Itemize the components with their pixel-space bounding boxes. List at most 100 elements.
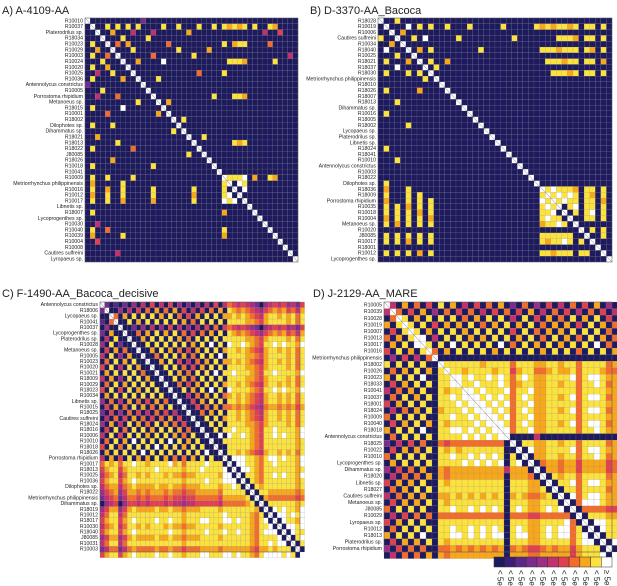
heatmap-cell	[472, 35, 479, 42]
heatmap-cell	[186, 244, 192, 251]
heatmap-cell	[160, 52, 167, 59]
heatmap-cell	[500, 186, 507, 193]
heatmap-cell	[450, 70, 457, 77]
heatmap-cell	[172, 364, 178, 371]
heatmap-cell	[272, 64, 278, 71]
heatmap-cell	[216, 70, 223, 77]
heatmap-cell	[140, 404, 146, 411]
heatmap-cell	[400, 180, 406, 187]
heatmap-cell	[237, 76, 243, 82]
heatmap-cell	[450, 52, 457, 59]
heatmap-cell	[199, 409, 205, 416]
heatmap-cell	[186, 157, 192, 164]
heatmap-cell	[444, 186, 451, 193]
heatmap-cell	[545, 134, 551, 141]
heatmap-cell	[168, 461, 173, 467]
heatmap-cell	[136, 307, 141, 314]
heatmap-cell	[84, 58, 91, 65]
heatmap-cell	[428, 99, 434, 106]
heatmap-cell	[272, 174, 278, 181]
heatmap-cell	[118, 455, 123, 462]
heatmap-cell	[506, 41, 512, 48]
heatmap-cell	[127, 409, 132, 416]
heatmap-cell	[100, 110, 106, 117]
heatmap-cell	[104, 313, 110, 320]
heatmap-cell	[113, 353, 119, 359]
heatmap-cell	[213, 318, 219, 325]
heatmap-cell	[506, 250, 512, 257]
heatmap-cell	[292, 105, 299, 112]
heatmap-cell	[140, 93, 146, 100]
heatmap-cell	[206, 41, 212, 48]
heatmap-cell	[511, 76, 518, 82]
heatmap-cell	[204, 443, 210, 450]
heatmap-cell	[150, 157, 157, 164]
heatmap-cell	[236, 347, 241, 354]
heatmap-cell	[181, 87, 187, 94]
heatmap-cell	[545, 203, 551, 210]
heatmap-cell	[145, 250, 152, 257]
heatmap-cell	[110, 139, 116, 146]
heatmap-cell	[127, 324, 132, 331]
heatmap-cell	[533, 151, 540, 158]
heatmap-cell	[211, 157, 217, 164]
heatmap-cell	[199, 358, 205, 365]
heatmap-cell	[545, 215, 551, 222]
heatmap-cell	[171, 192, 177, 199]
heatmap-cell	[416, 227, 423, 234]
heatmap-cell	[145, 500, 151, 507]
heatmap-cell	[190, 506, 196, 513]
heatmap-cell	[168, 426, 173, 433]
heatmap-cell	[506, 221, 512, 228]
heatmap-cell	[262, 157, 268, 164]
heatmap-cell	[245, 375, 251, 382]
heatmap-cell	[236, 455, 241, 462]
heatmap-cell	[287, 215, 294, 222]
row-label: Libnetis sp.	[57, 204, 83, 210]
heatmap-cell	[237, 99, 243, 106]
heatmap-cell	[181, 145, 187, 152]
heatmap-cell	[461, 192, 468, 199]
heatmap-cell	[237, 163, 243, 170]
heatmap-cell	[166, 76, 172, 82]
heatmap-cell	[282, 232, 288, 239]
heatmap-cell	[572, 134, 579, 141]
heatmap-cell	[145, 364, 151, 371]
heatmap-cell	[522, 46, 529, 53]
heatmap-cell	[130, 203, 136, 210]
heatmap-cell	[561, 168, 568, 175]
heatmap-cell	[154, 341, 160, 348]
heatmap-cell	[110, 29, 116, 36]
heatmap-cell	[254, 381, 260, 388]
heatmap-cell	[240, 426, 246, 433]
heatmap-cell	[131, 438, 137, 445]
heatmap-cell	[472, 215, 479, 222]
heatmap-cell	[517, 168, 523, 175]
heatmap-cell	[221, 29, 228, 36]
heatmap-cell	[242, 64, 248, 71]
heatmap-cell	[211, 17, 217, 24]
heatmap-cell	[135, 256, 141, 263]
heatmap-cell	[160, 186, 167, 193]
heatmap-cell	[247, 128, 253, 135]
heatmap-cell	[584, 35, 590, 42]
heatmap-cell	[489, 215, 496, 222]
row-label: R18001	[358, 245, 376, 251]
heatmap-cell	[99, 472, 105, 479]
heatmap-cell	[196, 41, 202, 48]
heatmap-cell	[262, 52, 268, 59]
heatmap-cell	[416, 238, 423, 245]
heatmap-cell	[545, 168, 551, 175]
heatmap-cell	[231, 409, 237, 416]
heatmap-cell	[118, 443, 123, 450]
row-label: R18040	[358, 47, 376, 53]
heatmap-cell	[131, 426, 137, 433]
heatmap-cell	[411, 145, 418, 152]
row-label: R18009	[358, 193, 376, 199]
heatmap-cell	[171, 29, 177, 36]
heatmap-cell	[209, 409, 214, 416]
heatmap-cell	[539, 116, 546, 123]
heatmap-cell	[95, 58, 101, 65]
heatmap-cell	[127, 404, 132, 411]
heatmap-cell	[606, 122, 613, 129]
